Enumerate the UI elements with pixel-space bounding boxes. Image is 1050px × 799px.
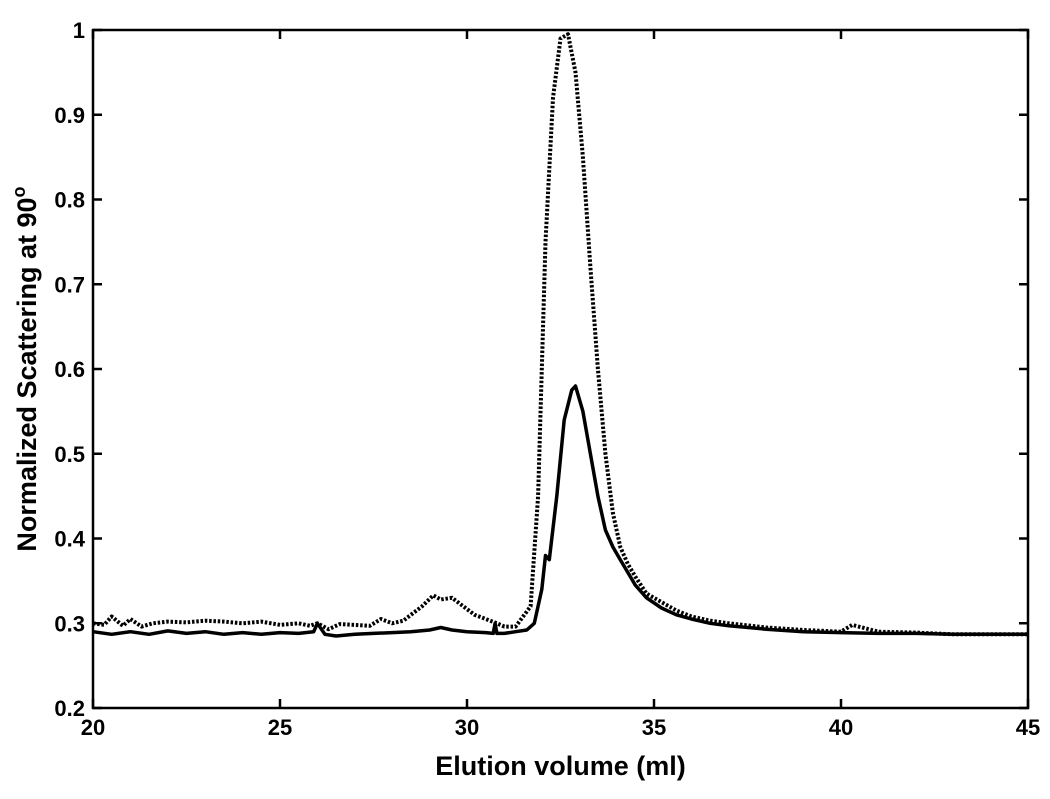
x-tick-label: 40 bbox=[829, 715, 853, 740]
x-tick-label: 45 bbox=[1016, 715, 1040, 740]
x-tick-label: 30 bbox=[455, 715, 479, 740]
x-tick-label: 20 bbox=[81, 715, 105, 740]
series-layer bbox=[92, 32, 1028, 638]
y-tick-label: 1 bbox=[73, 18, 85, 43]
y-tick-label: 0.8 bbox=[54, 188, 85, 213]
y-tick-label: 0.4 bbox=[54, 527, 85, 552]
y-tick-label: 0.2 bbox=[54, 696, 85, 721]
y-axis-title-superscript: o bbox=[9, 186, 29, 197]
series-line-dotted bbox=[92, 32, 1028, 637]
y-axis-title-main: Normalized Scattering at 90 bbox=[12, 197, 42, 551]
y-tick-label: 0.3 bbox=[54, 611, 85, 636]
y-tick-label: 0.5 bbox=[54, 442, 85, 467]
y-axis-title: Normalized Scattering at 90o bbox=[9, 186, 42, 551]
x-tick-label: 25 bbox=[268, 715, 292, 740]
x-tick-label: 35 bbox=[642, 715, 666, 740]
series-line-solid bbox=[92, 384, 1028, 638]
y-tick-label: 0.6 bbox=[54, 357, 85, 382]
x-axis-title: Elution volume (ml) bbox=[435, 751, 686, 781]
y-tick-label: 0.9 bbox=[54, 103, 85, 128]
plot-frame bbox=[91, 28, 1030, 710]
ticks-layer: 20 25 30 35 40 45 0.2 0.3 0.4 0.5 0.6 0.7 0.8 0.9 1 bbox=[54, 18, 1040, 740]
y-tick-label: 0.7 bbox=[54, 272, 85, 297]
